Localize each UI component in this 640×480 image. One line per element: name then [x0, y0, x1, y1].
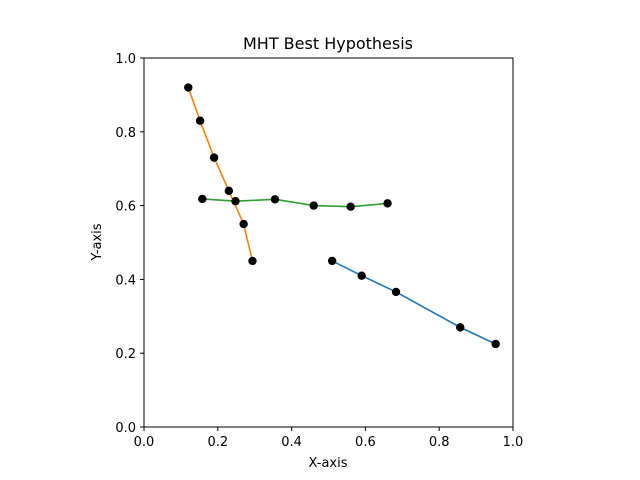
data-point [491, 339, 500, 349]
x-tick-label: 0.0 [134, 435, 155, 450]
x-tick-label: 0.4 [281, 435, 302, 450]
data-point [198, 194, 207, 204]
series-line-1 [331, 260, 496, 345]
data-point [391, 287, 401, 297]
y-tick-label: 0.4 [115, 273, 136, 288]
data-point [383, 199, 392, 208]
x-axis-label: X-axis [309, 456, 348, 471]
y-tick-label: 0.2 [115, 347, 136, 362]
x-tick-label: 0.2 [207, 435, 228, 450]
y-axis-label: Y-axis [90, 223, 105, 261]
data-point [231, 196, 240, 206]
data-point [357, 271, 366, 280]
series-line-2 [187, 87, 254, 262]
x-tick-label: 0.8 [429, 435, 450, 450]
y-tick-label: 1.0 [115, 52, 136, 67]
series-line-3 [202, 198, 388, 208]
data-point [209, 153, 219, 162]
data-point [195, 116, 205, 125]
y-tick-label: 0.0 [115, 421, 136, 436]
data-point [184, 83, 193, 92]
data-point [239, 219, 248, 229]
data-point [456, 323, 465, 332]
data-point [248, 256, 257, 266]
data-point [309, 201, 318, 210]
chart-title: MHT Best Hypothesis [243, 34, 413, 53]
x-tick-label: 0.6 [355, 435, 376, 450]
data-point [270, 195, 280, 204]
plot-frame [143, 57, 514, 428]
x-tick-label: 1.0 [503, 435, 524, 450]
data-point [346, 202, 355, 211]
data-point [327, 256, 337, 266]
y-tick-label: 0.8 [115, 126, 136, 141]
data-point [224, 186, 234, 196]
plot-area: 0.0 0.2 0.4 0.6 0.8 1.0 0.0 0.2 0.4 0.6 0.8 1.0 [115, 52, 523, 450]
y-tick-label: 0.6 [115, 200, 136, 215]
